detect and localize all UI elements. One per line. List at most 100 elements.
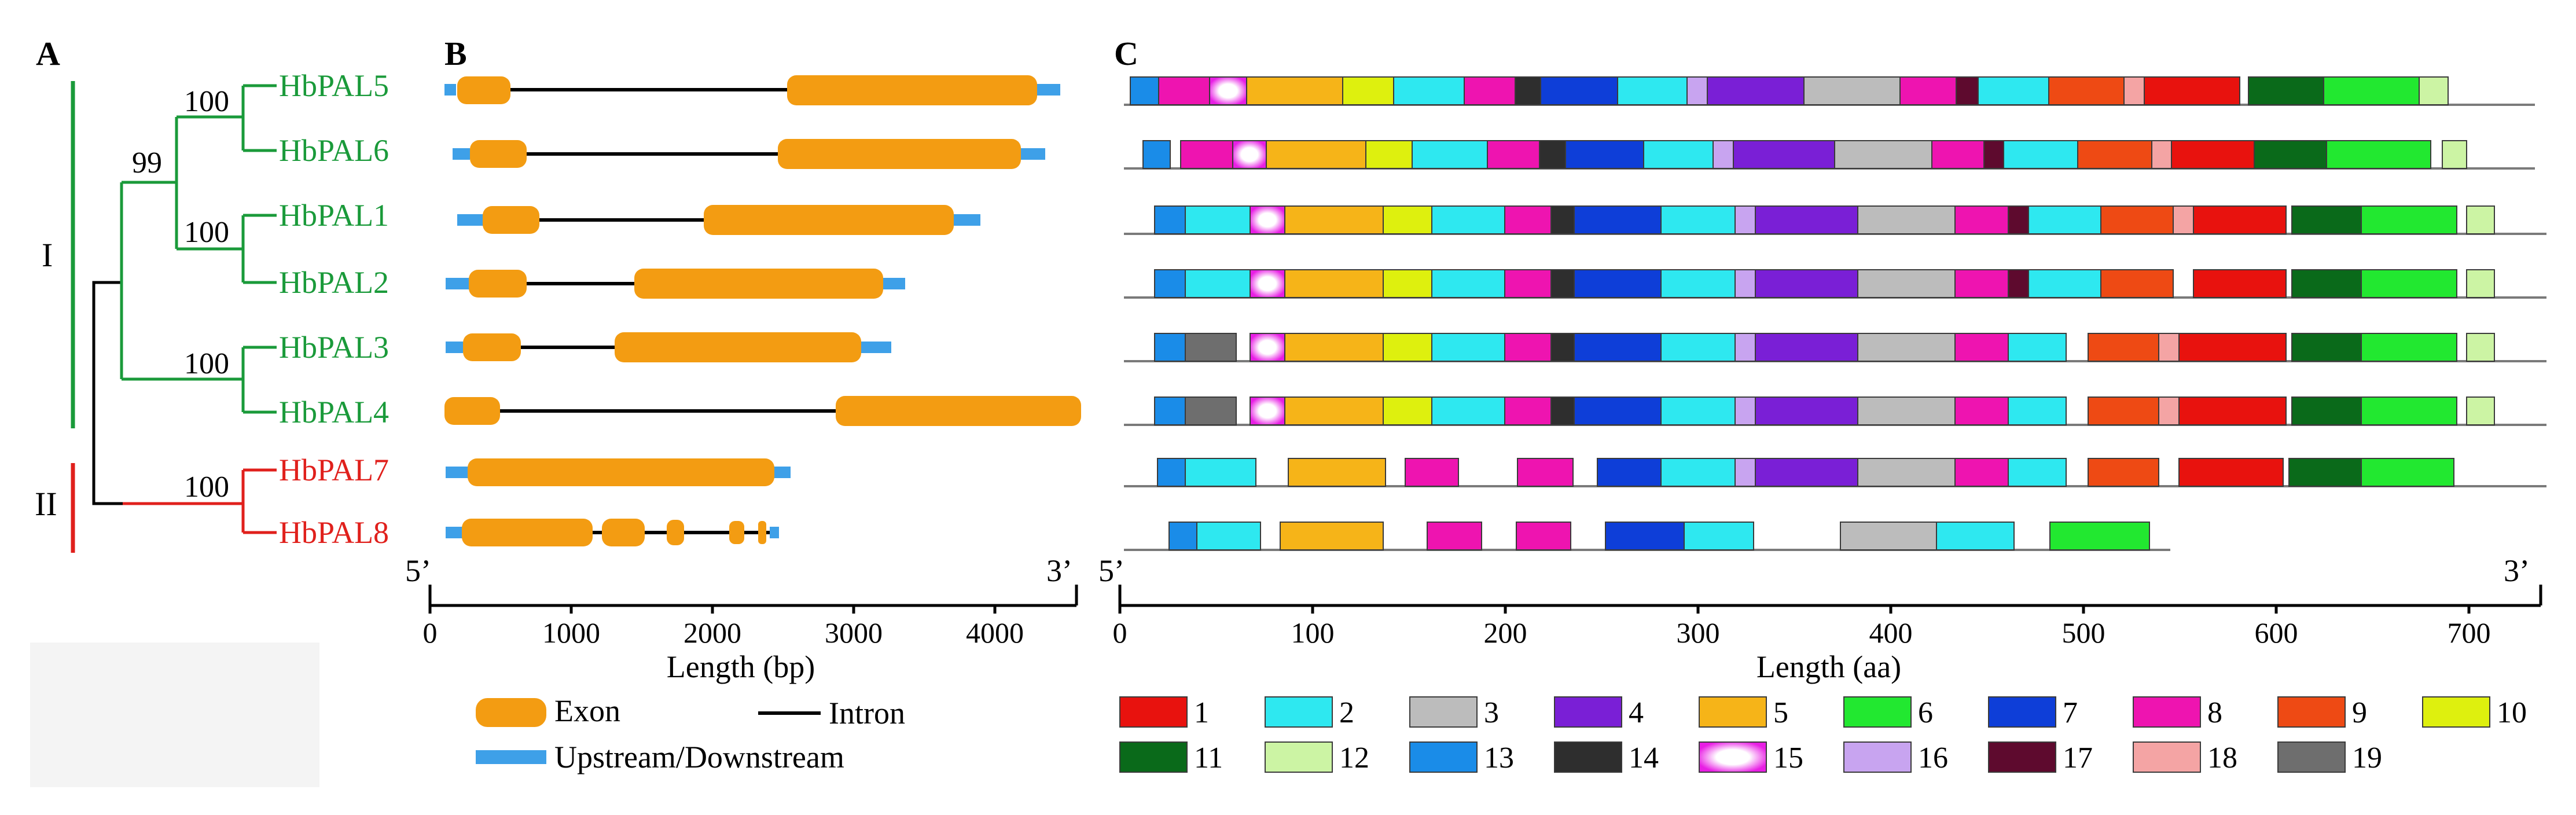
motif-legend-swatch [1554, 696, 1622, 728]
motif-row-hbpal5 [1124, 76, 2535, 106]
motif-legend-label: 17 [2063, 741, 2093, 774]
motif-5-box [1280, 522, 1384, 550]
aa-tick-label: 200 [1484, 616, 1527, 649]
exon [787, 75, 1037, 105]
motif-legend-swatch [1265, 741, 1333, 773]
motif-legend-item-5: 5 [1699, 696, 1788, 729]
motif-2-box [1660, 269, 1736, 298]
motif-legend-label: 7 [2063, 696, 2078, 729]
motif-3-box [1857, 205, 1956, 234]
aa-tick-label: 700 [2448, 616, 2491, 649]
exon [602, 519, 645, 546]
aa-tick-label: 600 [2255, 616, 2298, 649]
motif-13-box [1154, 397, 1186, 425]
motif-4-box [1755, 333, 1858, 362]
motif-12-box [2466, 333, 2495, 362]
motif-14-box [1550, 269, 1575, 298]
motif-2-box [1660, 458, 1736, 487]
motif-8-box [1954, 397, 2009, 425]
motif-legend-label: 19 [2352, 741, 2382, 774]
motif-8-box [1504, 269, 1552, 298]
motif-12-box [2466, 205, 2495, 234]
motif-14-box [1550, 205, 1575, 234]
motif-9-box [2088, 333, 2159, 362]
motif-2-box [2008, 333, 2067, 362]
aa-tick-label: 300 [1677, 616, 1720, 649]
motif-4-box [1733, 140, 1835, 169]
motif-14-box [1550, 333, 1575, 362]
motif-12-box [2419, 76, 2449, 105]
motif-15-box [1209, 76, 1247, 105]
motif-12-box [2466, 397, 2495, 425]
aa-tick-label: 100 [1291, 616, 1335, 649]
motif-16-box [1735, 205, 1756, 234]
motif-11-box [2291, 397, 2362, 425]
motif-legend-swatch [1119, 696, 1188, 728]
motif-6-box [2326, 140, 2431, 169]
motif-9-box [2048, 76, 2125, 105]
motif-12-box [2442, 140, 2467, 169]
motif-legend-item-17: 17 [1988, 741, 2093, 774]
motif-legend-swatch [1699, 741, 1767, 773]
motif-legend-swatch [1843, 741, 1912, 773]
motif-11-box [2291, 269, 2362, 298]
motif-13-box [1130, 76, 1159, 105]
gene-label-hbpal2: HbPAL2 [279, 265, 389, 300]
tree-group-ii [123, 468, 277, 534]
exon [469, 270, 527, 298]
motif-16-box [1735, 458, 1756, 487]
motif-8-box [1516, 522, 1571, 550]
motif-18-box [2173, 205, 2194, 234]
motif-2-box [2008, 397, 2067, 425]
motif-8-box [1504, 397, 1552, 425]
motif-10-box [1383, 205, 1432, 234]
motif-legend-item-9: 9 [2277, 696, 2367, 729]
motif-6-box [2361, 458, 2454, 487]
motif-legend-item-15: 15 [1699, 741, 1803, 774]
motif-15-box [1250, 269, 1285, 298]
bp-axis-title: Length (bp) [667, 649, 815, 684]
motif-15-box [1250, 205, 1285, 234]
motif-2-box [1431, 269, 1505, 298]
motif-6-box [2361, 269, 2457, 298]
motif-rows [1124, 76, 2546, 551]
motif-18-box [2158, 397, 2180, 425]
motif-4-box [1755, 205, 1858, 234]
motif-2-box [1684, 522, 1754, 550]
exon [667, 520, 684, 545]
gene-label-hbpal1: HbPAL1 [279, 198, 389, 233]
aa-five-prime: 5’ [1098, 553, 1125, 588]
exon [836, 396, 1081, 426]
gene-structure-hbpal6 [453, 139, 1045, 169]
motif-16-box [1735, 333, 1756, 362]
motif-legend-label: 3 [1484, 696, 1499, 729]
motif-7-box [1574, 205, 1662, 234]
motif-15-box [1232, 140, 1267, 169]
motif-legend-label: 12 [1339, 741, 1369, 774]
motif-19-box [1185, 333, 1237, 362]
motif-legend-item-4: 4 [1554, 696, 1644, 729]
motif-1-box [2178, 397, 2287, 425]
motif-16-box [1713, 140, 1734, 169]
motif-legend-label: 18 [2207, 741, 2237, 774]
motif-2-box [2028, 205, 2101, 234]
motif-9-box [2100, 205, 2174, 234]
motif-13-box [1154, 333, 1186, 362]
group-i-label: I [42, 236, 53, 274]
panel-c-label: C [1114, 35, 1138, 72]
exon [704, 205, 954, 235]
motif-legend-item-3: 3 [1409, 696, 1499, 729]
motif-10-box [1342, 76, 1394, 105]
background-smudge [30, 643, 319, 787]
motif-legend-label: 5 [1773, 696, 1788, 729]
motif-11-box [2254, 140, 2327, 169]
motif-4-box [1755, 269, 1858, 298]
exon [444, 397, 500, 425]
exon [462, 519, 593, 546]
motif-11-box [2291, 205, 2362, 234]
motif-17-box [1956, 76, 1979, 105]
motif-2-box [1978, 76, 2049, 105]
motif-6-box [2361, 205, 2457, 234]
motif-3-box [1803, 76, 1901, 105]
motif-legend-label: 1 [1194, 696, 1209, 729]
